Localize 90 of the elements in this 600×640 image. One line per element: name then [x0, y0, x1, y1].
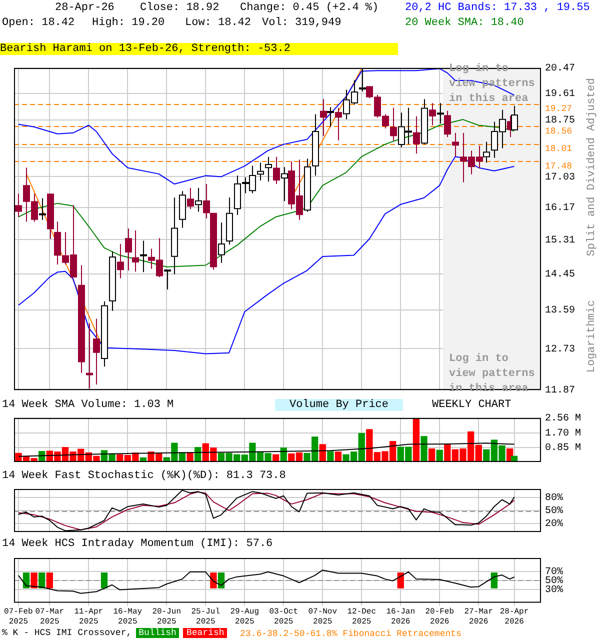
candlestick	[511, 105, 518, 131]
x-tick-label: 12-Dec 2025	[347, 608, 376, 626]
x-tick-label: 03-Oct 2025	[269, 608, 298, 626]
candlestick	[429, 102, 436, 126]
text: Vol: 319,949	[262, 17, 342, 29]
candlestick	[54, 221, 61, 265]
y-tick-label: 50%	[545, 506, 564, 518]
candlestick	[281, 166, 288, 202]
candlestick	[117, 243, 124, 279]
text: Close: 18.92	[140, 2, 220, 14]
candlestick	[320, 98, 327, 137]
text: Change: 0.45 (+2.4 %)	[240, 2, 379, 14]
candlestick	[93, 318, 100, 386]
bar	[428, 448, 436, 462]
x-tick-label: 20-Feb 2026	[425, 608, 454, 626]
y-tick-label: 16.17	[545, 202, 576, 214]
candlestick	[86, 322, 93, 390]
text: Low: 18.42	[185, 17, 252, 29]
candlestick	[39, 198, 46, 220]
ref-line-label: 19.27	[545, 104, 572, 114]
candlestick	[203, 184, 210, 219]
ref-line-label: 18.56	[545, 126, 572, 136]
candlestick	[265, 156, 272, 182]
y-tick-label: 1.70 M	[545, 428, 582, 440]
y-tick-label: 2.56 M	[545, 414, 582, 425]
text: 20,2 HC Bands: 17.33 , 19.55	[405, 2, 590, 14]
text: Open: 18.42	[2, 17, 75, 29]
y-tick-label: 20.47	[545, 64, 576, 75]
bar	[412, 418, 420, 462]
candlestick	[257, 162, 264, 182]
x-tick-label: 20-Jun 2025	[152, 608, 182, 626]
chart-title: 14 Week HCS Intraday Momentum (IMI): 57.6	[2, 538, 273, 550]
chart-title: Bearish Harami on 13-Feb-26, Strength: -53.2	[0, 43, 398, 55]
candlestick	[132, 230, 139, 272]
candlestick	[390, 107, 397, 142]
candlestick	[452, 132, 459, 158]
bar	[420, 436, 428, 462]
x-tick-label: 07-Mar 2025	[35, 608, 64, 626]
x-tick-label: 27-Mar 2026	[464, 608, 494, 626]
y-tick-label: 12.73	[545, 344, 576, 356]
y-axis-title: Split and Dividend Adjusted	[586, 78, 598, 256]
text: WEEKLY CHART	[432, 399, 512, 411]
text: 28-Apr-26	[55, 2, 114, 14]
text: Logarithmic	[586, 300, 598, 373]
candlestick	[437, 102, 444, 124]
candlestick	[335, 107, 342, 141]
x-tick-label: 07-Nov 2025	[308, 608, 338, 626]
x-tick-label: 16-May 2025	[113, 608, 142, 626]
candlestick	[164, 270, 171, 290]
candlestick	[327, 106, 334, 128]
text: 20 Week SMA: 18.40	[405, 17, 524, 29]
candlestick	[195, 187, 202, 212]
text: High: 19.20	[92, 17, 165, 29]
y-tick-label: 13.59	[545, 306, 576, 317]
y-tick-label: 0.85 M	[545, 443, 582, 454]
chart-title: 14 Week Fast Stochastic (%K)(%D): 81.3 73.8	[2, 470, 286, 482]
candlestick	[187, 187, 194, 210]
y-tick-label: 17.03	[545, 172, 576, 184]
candlestick	[413, 116, 420, 154]
y-tick-label: 80%	[545, 493, 564, 504]
candlestick	[125, 228, 132, 272]
y-tick-label: 20%	[545, 519, 564, 530]
bar	[186, 452, 194, 462]
candlestick	[218, 222, 225, 264]
y-tick-label: 18.75	[545, 116, 576, 126]
chart-title: 14 Week SMA Volume: 1.03 M	[2, 399, 174, 411]
x-tick-label: 07-Feb 2025	[4, 608, 34, 626]
candlestick	[444, 110, 451, 138]
y-tick-label: 14.45	[545, 269, 576, 280]
legend-title: % K - HCS IMI Crossover,	[2, 628, 132, 638]
y-tick-label: 15.31	[545, 235, 576, 246]
x-tick-label: 16-Jan 2026	[386, 608, 416, 626]
ref-line-label: 18.01	[545, 144, 572, 154]
candlestick	[140, 240, 147, 273]
x-tick-label: 28-Apr 2026	[500, 608, 529, 626]
text: Volume By Price	[275, 399, 403, 411]
y-tick-label: 11.87	[545, 386, 576, 397]
text: 23.6-38.2-50-61.8% Fibonacci Retracements	[240, 629, 462, 639]
y-tick-label: 19.61	[545, 89, 576, 100]
y-tick-label: 30%	[545, 585, 564, 596]
x-tick-label: 11-Apr 2025	[74, 608, 104, 626]
bar	[327, 451, 334, 462]
candlestick	[15, 193, 22, 218]
x-tick-label: 25-Jul 2025	[191, 608, 220, 626]
text: Bearish	[183, 628, 228, 638]
text: Bullish	[136, 628, 180, 638]
x-tick-label: 29-Aug 2025	[230, 608, 260, 626]
candlestick	[273, 156, 280, 185]
ref-line-label: 17.48	[545, 162, 572, 172]
candlestick	[483, 141, 490, 164]
